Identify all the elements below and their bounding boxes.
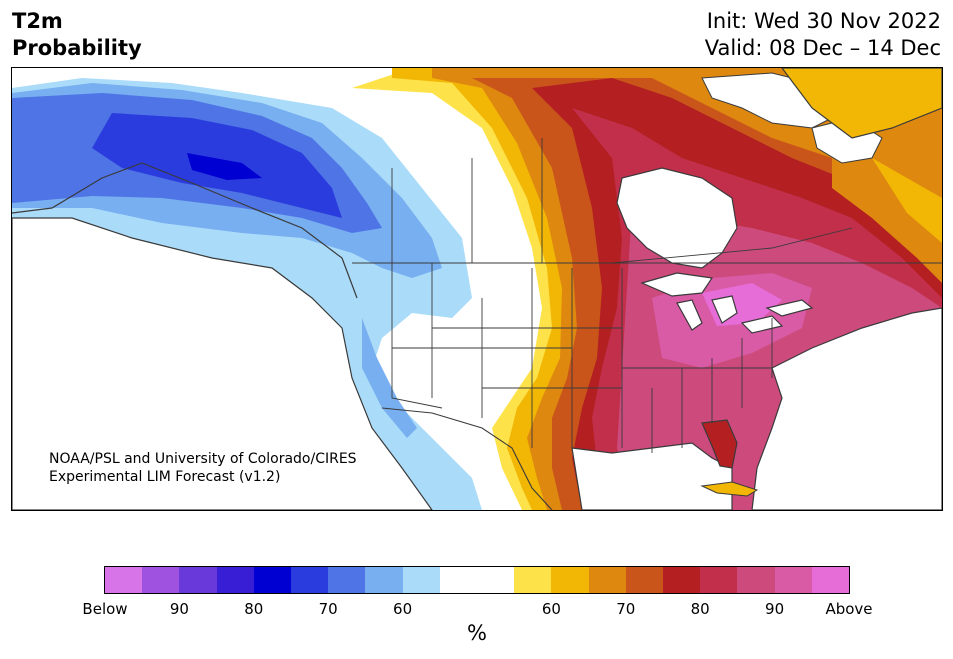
colorbar-segment-19 [811,567,850,593]
colorbar-segment-10 [477,567,515,593]
colorbar-label: Below [82,600,128,618]
colorbar-segment-7 [365,567,403,593]
map-canvas [12,68,942,510]
colorbar-label: 80 [690,600,710,618]
mexico-outline [381,407,553,510]
colorbar-segment-0 [105,567,143,593]
title-line-1: T2m [12,9,63,33]
alaska-coast [12,162,358,299]
colorbar-segment-1 [142,567,180,593]
colorbar [104,566,850,594]
colorbar-label: 90 [169,600,189,618]
colorbar-label: 60 [393,600,413,618]
credit-line-2: Experimental LIM Forecast (v1.2) [49,469,281,485]
map-title: T2m Probability [12,8,142,62]
northeast-band [832,148,942,283]
probability-map [11,67,943,511]
greenland [781,68,942,139]
colorbar-segment-17 [737,567,775,593]
colorbar-label: 90 [765,600,785,618]
colorbar-segment-5 [291,567,329,593]
date-info: Init: Wed 30 Nov 2022 Valid: 08 Dec – 14… [705,8,941,62]
colorbar-segment-9 [439,567,478,593]
colorbar-segment-2 [179,567,217,593]
colorbar-segment-3 [216,567,254,593]
colorbar-segment-12 [551,567,589,593]
colorbar-segment-13 [588,567,626,593]
colorbar-segment-11 [514,567,552,593]
great-lakes [640,272,814,334]
title-line-2: Probability [12,36,142,60]
colorbar-label: 70 [616,600,636,618]
colorbar-unit: % [467,621,487,645]
political-borders [352,138,942,453]
colorbar-label: 70 [318,600,338,618]
colorbar-segment-4 [253,567,292,593]
hudson-bay [616,167,738,269]
cuba [700,481,759,497]
colorbar-label: 60 [541,600,561,618]
colorbar-segment-15 [663,567,701,593]
below-peak-area [187,153,262,180]
colorbar-segment-8 [402,567,440,593]
gulf-of-mexico [571,442,733,510]
credit-text: NOAA/PSL and University of Colorado/CIRE… [49,450,357,486]
colorbar-segment-14 [625,567,664,593]
pacific-water [12,217,433,510]
colorbar-label: 80 [244,600,264,618]
colorbar-segment-6 [328,567,366,593]
colorbar-label: Above [825,600,873,618]
colorbar-segment-18 [774,567,812,593]
colorbar-segment-16 [700,567,738,593]
atlantic-water [751,307,942,510]
credit-line-1: NOAA/PSL and University of Colorado/CIRE… [49,451,357,467]
valid-date: Valid: 08 Dec – 14 Dec [704,36,941,60]
florida [701,419,738,469]
init-date: Init: Wed 30 Nov 2022 [706,9,941,33]
northeast-band-light [872,158,942,243]
